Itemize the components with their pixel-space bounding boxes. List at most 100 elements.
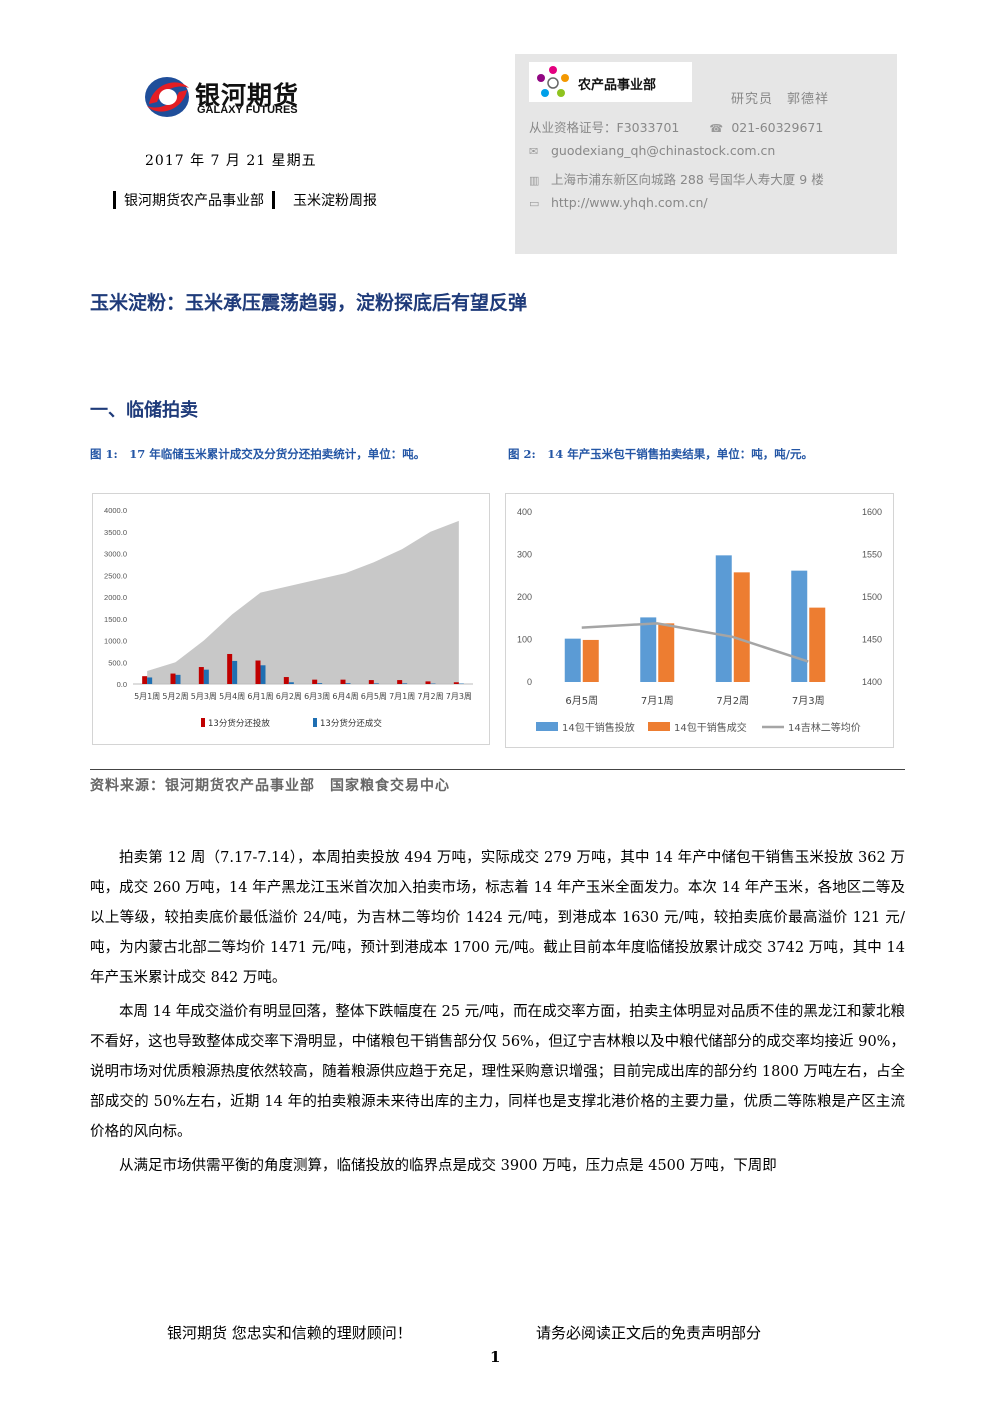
section-heading: 一、临储拍卖 — [90, 400, 198, 421]
legend-label: 14吉林二等均价 — [788, 721, 861, 734]
y-tick-label: 4000.0 — [104, 506, 127, 515]
y-tick-label: 2000.0 — [104, 593, 127, 602]
source-divider — [90, 769, 905, 770]
figure1-caption: 图 1: 17 年临储玉米累计成交及分货分还拍卖统计，单位：吨。 — [90, 447, 426, 461]
office-address: 上海市浦东新区向城路 288 号国华人寿大厦 9 楼 — [550, 172, 824, 187]
mail-icon: ✉ — [529, 145, 539, 158]
x-tick-label: 6月4周 — [332, 692, 358, 701]
website-line: ▭ http://www.yhqh.com.cn/ — [529, 195, 708, 210]
bar-supply — [142, 676, 148, 684]
legend-swatch — [313, 718, 317, 727]
website-url[interactable]: http://www.yhqh.com.cn/ — [550, 195, 708, 210]
x-tick-label: 7月2周 — [417, 692, 443, 701]
legend-swatch — [201, 718, 205, 727]
y-left-tick-label: 0 — [527, 677, 532, 687]
y-right-tick-label: 1600 — [862, 507, 882, 517]
legend-swatch — [648, 722, 670, 731]
galaxy-futures-logo: 银河期货 GALAXY FUTURES — [143, 74, 323, 122]
x-tick-label: 7月2周 — [716, 695, 749, 707]
y-right-tick-label: 1450 — [862, 635, 882, 645]
bar-deal — [373, 683, 379, 684]
price-line — [581, 622, 809, 663]
report-type: 玉米淀粉周报 — [293, 193, 377, 209]
researcher-name: 研究员 郭德祥 — [731, 92, 830, 107]
book-icon: ▥ — [529, 174, 540, 187]
bar-supply — [283, 677, 289, 684]
chart2-package-sales: 0 100 200 300 400 1400 1450 1500 1550 1600 6月5周 7月1… — [505, 493, 894, 748]
bar-deal — [288, 682, 294, 684]
paragraph: 本周 14 年成交溢价有明显回落，整体下跌幅度在 25 元/吨，而在成交率方面，… — [90, 1004, 905, 1140]
data-source: 资料来源：银河期货农产品事业部 国家粮食交易中心 — [90, 778, 450, 794]
bar-deal — [147, 677, 153, 684]
bar-deal — [809, 607, 826, 682]
x-tick-label: 7月3周 — [792, 695, 825, 707]
chart1-svg: 0.0 500.0 1000.0 1500.0 2000.0 2500.0 3000.0 35… — [104, 506, 473, 729]
x-tick-label: 6月5周 — [361, 692, 387, 701]
page-number: 1 — [490, 1348, 501, 1366]
phone-number: 021-60329671 — [731, 120, 824, 135]
x-tick-label: 5月3周 — [191, 692, 217, 701]
license-number: 从业资格证号：F3033701 — [529, 120, 680, 135]
bar-supply — [198, 667, 204, 684]
agri-dept-name: 农产品事业部 — [578, 78, 657, 93]
bar-deal — [345, 683, 351, 684]
x-tick-label: 7月3周 — [446, 692, 472, 701]
divider-bar — [272, 191, 275, 209]
legend-swatch — [536, 722, 558, 731]
bar-supply — [640, 617, 657, 682]
address-line: ▥ 上海市浦东新区向城路 288 号国华人寿大厦 9 楼 — [529, 169, 824, 188]
report-title: 玉米淀粉：玉米承压震荡趋弱，淀粉探底后有望反弹 — [90, 292, 528, 314]
paragraph: 拍卖第 12 周（7.17-7.14），本周拍卖投放 494 万吨，实际成交 2… — [90, 850, 905, 986]
department-name: 银河期货农产品事业部 — [124, 193, 264, 209]
y-left-tick-label: 200 — [517, 592, 532, 602]
y-tick-label: 0.0 — [117, 680, 127, 689]
bar-supply — [255, 660, 261, 684]
y-left-tick-label: 300 — [517, 550, 532, 560]
y-tick-label: 3000.0 — [104, 550, 127, 559]
legend-label: 14包干销售成交 — [674, 721, 747, 734]
bar-deal — [733, 572, 750, 682]
bar-supply — [453, 682, 459, 684]
bar-supply — [564, 638, 581, 682]
x-tick-label: 6月3周 — [304, 692, 330, 701]
bar-deal — [203, 669, 209, 684]
x-tick-label: 6月1周 — [247, 692, 273, 701]
computer-icon: ▭ — [529, 197, 540, 210]
y-tick-label: 500.0 — [108, 658, 127, 667]
y-right-tick-label: 1500 — [862, 592, 882, 602]
legend-label: 13分货分还成交 — [320, 718, 382, 729]
agri-people-icon — [537, 66, 569, 97]
footer-disclaimer-note: 请务必阅读正文后的免责声明部分 — [536, 1324, 762, 1342]
bar-supply — [715, 555, 732, 682]
bar-deal — [175, 674, 181, 684]
chart2-svg: 0 100 200 300 400 1400 1450 1500 1550 1600 6月5周 7月1… — [517, 507, 882, 734]
report-date: 2017 年 7 月 21 星期五 — [145, 153, 317, 169]
figure2-caption: 图 2: 14 年产玉米包干销售拍卖结果，单位：吨，吨/元。 — [508, 447, 813, 461]
x-tick-label: 5月2周 — [162, 692, 188, 701]
bar-deal — [658, 623, 675, 682]
bar-supply — [227, 653, 233, 684]
x-tick-label: 7月1周 — [389, 692, 415, 701]
agri-dept-logo: 农产品事业部 — [529, 62, 692, 102]
bar-supply — [425, 681, 431, 684]
y-right-tick-label: 1550 — [862, 550, 882, 560]
license-line: 从业资格证号：F3033701 ☎ 021-60329671 — [529, 117, 823, 136]
x-tick-label: 5月1周 — [134, 692, 160, 701]
paragraph: 从满足市场供需平衡的角度测算，临储投放的临界点是成交 3900 万吨，压力点是 … — [119, 1158, 777, 1174]
contact-panel: 农产品事业部 研究员 郭德祥 从业资格证号：F3033701 ☎ 021-603… — [515, 54, 897, 254]
bar-deal — [232, 660, 238, 684]
x-tick-label: 6月5周 — [565, 695, 598, 707]
y-left-tick-label: 100 — [517, 635, 532, 645]
email-line: ✉ guodexiang_qh@chinastock.com.cn — [529, 143, 775, 158]
bar-deal — [317, 683, 323, 684]
bar-supply — [368, 680, 374, 684]
report-body: 拍卖第 12 周（7.17-7.14），本周拍卖投放 494 万吨，实际成交 2… — [90, 843, 905, 1185]
email-address[interactable]: guodexiang_qh@chinastock.com.cn — [550, 143, 776, 158]
bar-supply — [791, 570, 808, 682]
logo-chinese-name: 银河期货 — [195, 81, 300, 110]
bar-deal — [402, 683, 408, 684]
logo-english-name: GALAXY FUTURES — [197, 104, 298, 116]
legend-label: 13分货分还投放 — [208, 718, 270, 729]
phone-icon: ☎ — [709, 122, 724, 135]
header-department-line: 银河期货农产品事业部 玉米淀粉周报 — [113, 190, 377, 210]
